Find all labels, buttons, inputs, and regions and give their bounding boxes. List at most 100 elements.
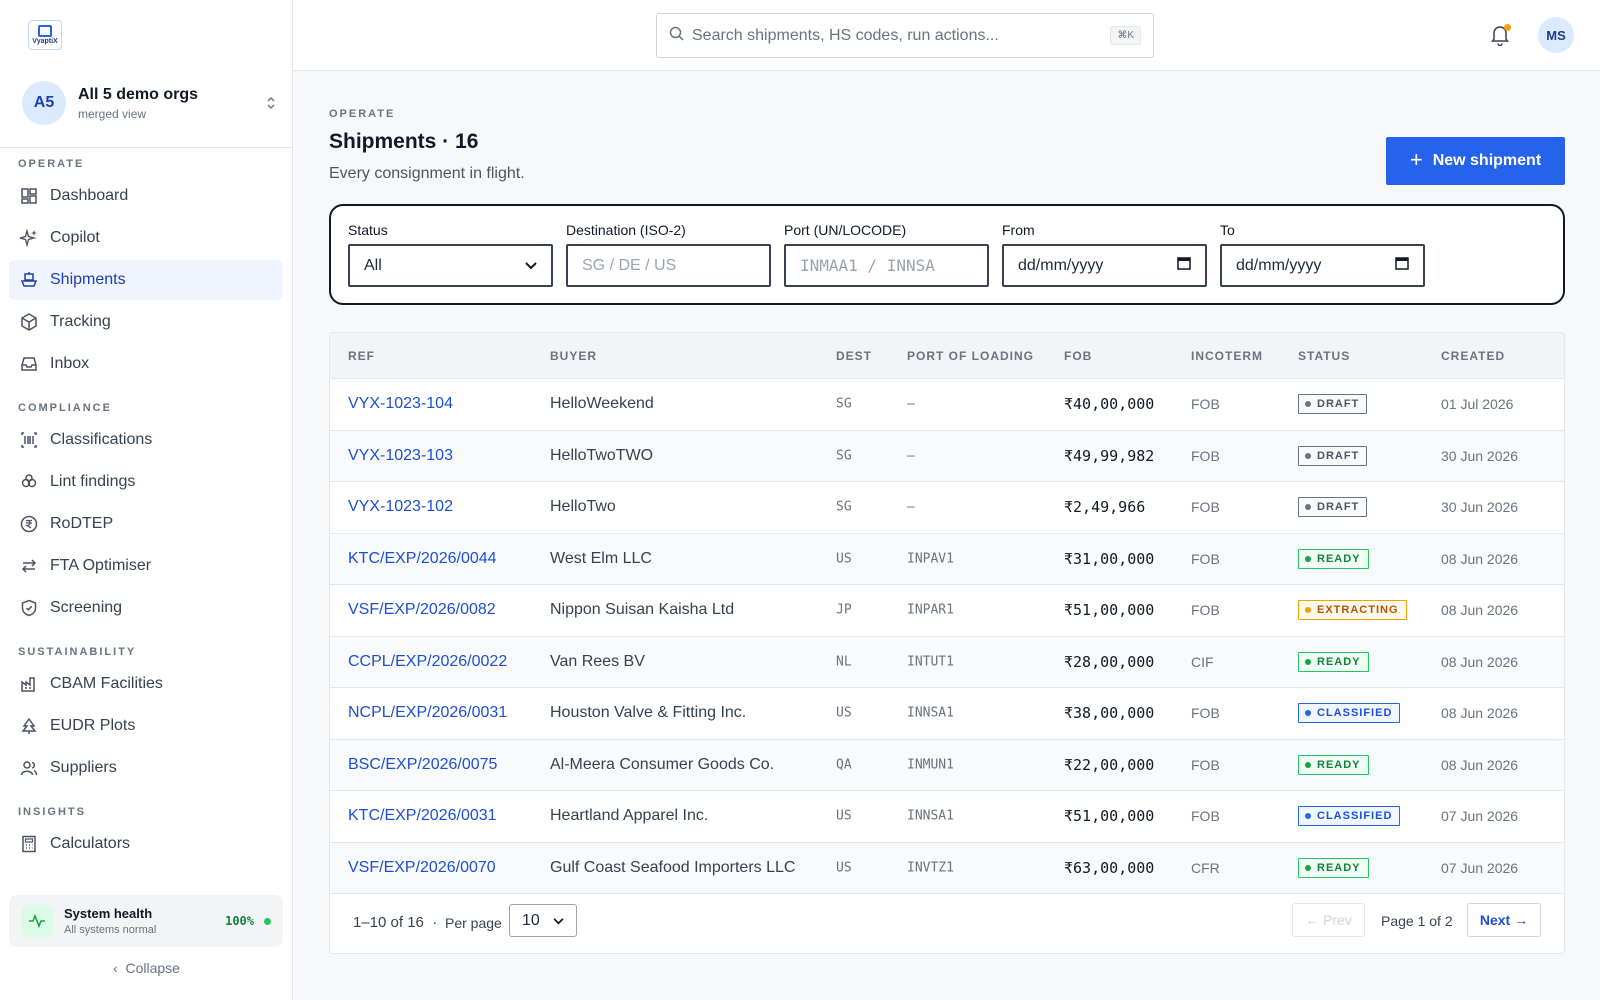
status-cell: READY bbox=[1298, 857, 1369, 878]
from-date-input[interactable]: dd/mm/yyyy bbox=[1002, 244, 1207, 287]
column-header-port-of-loading[interactable]: PORT OF LOADING bbox=[907, 349, 1034, 363]
pagination: 1–10 of 16 · Per page 10 ← Prev Page 1 o… bbox=[330, 893, 1564, 953]
incoterm-cell: FOB bbox=[1191, 396, 1220, 413]
table-row[interactable]: VYX-1023-102 HelloTwo SG — ₹2,49,966 FOB DRAFT… bbox=[330, 482, 1564, 534]
status-select[interactable]: All bbox=[348, 244, 553, 287]
shipment-ref-link[interactable]: NCPL/EXP/2026/0031 bbox=[348, 704, 508, 722]
shipment-ref-link[interactable]: KTC/EXP/2026/0031 bbox=[348, 807, 497, 825]
sidebar-item-tracking[interactable]: Tracking bbox=[9, 302, 283, 342]
port-filter: Port (UN/LOCODE) INMAA1 / INNSA bbox=[784, 222, 989, 287]
status-badge: READY bbox=[1298, 651, 1369, 672]
sidebar-item-classifications[interactable]: Classifications bbox=[9, 420, 283, 460]
sidebar-item-label: FTA Optimiser bbox=[50, 557, 152, 574]
sidebar-item-rodtep[interactable]: RoDTEP bbox=[9, 504, 283, 544]
column-header-ref[interactable]: REF bbox=[348, 349, 375, 363]
sidebar-item-fta-optimiser[interactable]: FTA Optimiser bbox=[9, 546, 283, 586]
shipment-ref-link[interactable]: VSF/EXP/2026/0070 bbox=[348, 858, 496, 876]
sidebar-item-suppliers[interactable]: Suppliers bbox=[9, 748, 283, 788]
barcode-icon bbox=[20, 431, 38, 449]
port-cell: INNSA1 bbox=[907, 705, 954, 721]
user-avatar[interactable]: MS bbox=[1538, 17, 1574, 53]
created-cell: 30 Jun 2026 bbox=[1441, 447, 1519, 464]
table-header: REF BUYER DEST PORT OF LOADING FOB INCOTERM ST… bbox=[330, 333, 1564, 379]
column-header-status[interactable]: STATUS bbox=[1298, 349, 1351, 363]
sidebar-item-label: Dashboard bbox=[50, 187, 129, 204]
dest-cell: US bbox=[836, 860, 852, 876]
dest-cell: SG bbox=[836, 499, 852, 515]
table-row[interactable]: KTC/EXP/2026/0044 West Elm LLC US INPAV1 ₹31… bbox=[330, 533, 1564, 585]
shipment-ref-link[interactable]: CCPL/EXP/2026/0022 bbox=[348, 652, 508, 670]
from-filter: From dd/mm/yyyy bbox=[1002, 222, 1207, 287]
logo-text: VyaptiX bbox=[32, 38, 58, 45]
column-header-buyer[interactable]: BUYER bbox=[550, 349, 598, 363]
shipment-ref-link[interactable]: VYX-1023-102 bbox=[348, 498, 453, 516]
status-cell: DRAFT bbox=[1298, 497, 1368, 518]
sidebar-item-inbox[interactable]: Inbox bbox=[9, 344, 283, 384]
table-body: VYX-1023-104 HelloWeekend SG — ₹40,00,000 FOB… bbox=[330, 379, 1564, 894]
shipment-ref-link[interactable]: VYX-1023-104 bbox=[348, 395, 453, 413]
prev-page-button[interactable]: ← Prev bbox=[1292, 903, 1365, 937]
port-cell: INPAV1 bbox=[907, 551, 954, 567]
sidebar-item-dashboard[interactable]: Dashboard bbox=[9, 176, 283, 216]
collapse-label: Collapse bbox=[125, 960, 180, 976]
column-header-created[interactable]: CREATED bbox=[1441, 349, 1506, 363]
incoterm-cell: FOB bbox=[1191, 756, 1220, 773]
column-header-incoterm[interactable]: INCOTERM bbox=[1191, 349, 1263, 363]
sidebar-item-lint-findings[interactable]: Lint findings bbox=[9, 462, 283, 502]
shipment-ref-link[interactable]: VSF/EXP/2026/0082 bbox=[348, 601, 496, 619]
sidebar-item-screening[interactable]: Screening bbox=[9, 588, 283, 628]
new-shipment-button[interactable]: + New shipment bbox=[1386, 137, 1565, 185]
per-page-select[interactable]: 10 bbox=[509, 904, 577, 937]
table-row[interactable]: BSC/EXP/2026/0075 Al-Meera Consumer Goods… bbox=[330, 739, 1564, 791]
shipment-ref-link[interactable]: KTC/EXP/2026/0044 bbox=[348, 549, 497, 567]
table-row[interactable]: VYX-1023-104 HelloWeekend SG — ₹40,00,000 FOB… bbox=[330, 379, 1564, 431]
org-switcher[interactable]: A5 All 5 demo orgs merged view bbox=[22, 80, 278, 126]
status-badge: DRAFT bbox=[1298, 394, 1368, 415]
to-date-input[interactable]: dd/mm/yyyy bbox=[1220, 244, 1425, 287]
system-health[interactable]: System health All systems normal 100% bbox=[9, 895, 283, 947]
sidebar-item-label: EUDR Plots bbox=[50, 717, 136, 734]
from-filter-label: From bbox=[1002, 222, 1035, 238]
sidebar-item-calculators[interactable]: Calculators bbox=[9, 824, 283, 864]
health-sub: All systems normal bbox=[64, 924, 157, 936]
sidebar-item-eudr-plots[interactable]: EUDR Plots bbox=[9, 706, 283, 746]
table-row[interactable]: NCPL/EXP/2026/0031 Houston Valve & Fittin… bbox=[330, 688, 1564, 740]
fob-cell: ₹2,49,966 bbox=[1064, 498, 1146, 517]
dest-cell: NL bbox=[836, 654, 852, 670]
fob-cell: ₹49,99,982 bbox=[1064, 446, 1155, 465]
notifications-bell-icon[interactable] bbox=[1490, 24, 1512, 47]
table-row[interactable]: VYX-1023-103 HelloTwoTWO SG — ₹49,99,982 FOB D… bbox=[330, 430, 1564, 482]
table-row[interactable]: VSF/EXP/2026/0082 Nippon Suisan Kaisha Lt… bbox=[330, 585, 1564, 637]
sidebar-item-shipments[interactable]: Shipments bbox=[9, 260, 283, 300]
brand-logo[interactable]: VyaptiX bbox=[28, 20, 62, 50]
shipment-ref-link[interactable]: VYX-1023-103 bbox=[348, 446, 453, 464]
collapse-button[interactable]: ‹ Collapse bbox=[0, 960, 293, 976]
dest-cell: SG bbox=[836, 396, 852, 412]
column-header-dest[interactable]: DEST bbox=[836, 349, 873, 363]
org-name: All 5 demo orgs bbox=[78, 85, 199, 103]
next-page-button[interactable]: Next → bbox=[1467, 903, 1541, 937]
shipment-ref-link[interactable]: BSC/EXP/2026/0075 bbox=[348, 755, 498, 773]
sidebar-item-copilot[interactable]: Copilot bbox=[9, 218, 283, 258]
destination-input[interactable]: SG / DE / US bbox=[566, 244, 771, 287]
table-row[interactable]: VSF/EXP/2026/0070 Gulf Coast Seafood Impo… bbox=[330, 842, 1564, 894]
port-input[interactable]: INMAA1 / INNSA bbox=[784, 244, 989, 287]
fob-cell: ₹51,00,000 bbox=[1064, 807, 1155, 826]
page-info: Page 1 of 2 bbox=[1381, 913, 1453, 929]
chevron-down-icon bbox=[553, 912, 564, 930]
nav-section-label: COMPLIANCE bbox=[18, 402, 112, 414]
buyer-cell: Houston Valve & Fitting Inc. bbox=[550, 704, 747, 722]
table-row[interactable]: KTC/EXP/2026/0031 Heartland Apparel Inc. U… bbox=[330, 791, 1564, 843]
page-subtitle: Every consignment in flight. bbox=[329, 165, 525, 182]
status-filter-label: Status bbox=[348, 222, 388, 238]
status-badge: READY bbox=[1298, 857, 1369, 878]
sidebar-item-cbam-facilities[interactable]: CBAM Facilities bbox=[9, 664, 283, 704]
health-percent: 100% bbox=[225, 914, 254, 928]
status-dot bbox=[1305, 504, 1311, 511]
activity-icon bbox=[21, 905, 53, 937]
column-header-fob[interactable]: FOB bbox=[1064, 349, 1093, 363]
table-row[interactable]: CCPL/EXP/2026/0022 Van Rees BV NL INTUT1 ₹28… bbox=[330, 636, 1564, 688]
dashboard-icon bbox=[20, 187, 38, 205]
search-input[interactable]: Search shipments, HS codes, run actions.… bbox=[656, 13, 1154, 58]
per-page-value: 10 bbox=[522, 911, 540, 929]
